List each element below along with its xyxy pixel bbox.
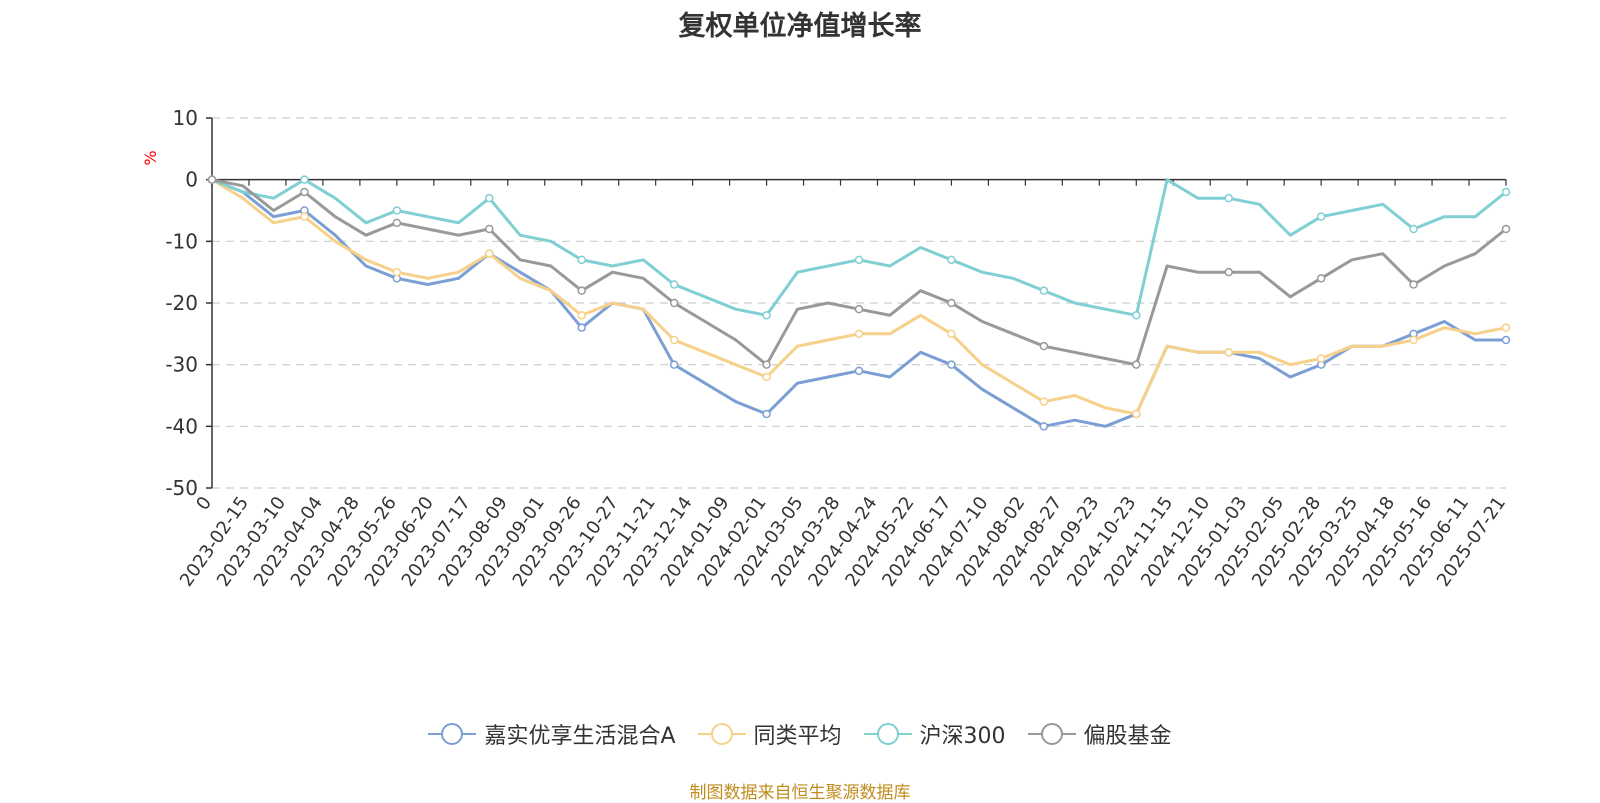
series-point: [577, 286, 586, 295]
legend: 嘉实优享生活混合A 同类平均 沪深300 偏股基金: [0, 718, 1600, 750]
legend-marker-icon: [697, 723, 746, 745]
y-axis-label: %: [141, 150, 160, 165]
series-point: [669, 360, 679, 369]
series-point: [300, 187, 309, 197]
series-point: [854, 329, 864, 339]
legend-label: 同类平均: [753, 724, 842, 749]
series-point: [392, 267, 402, 277]
series-point: [1039, 397, 1049, 406]
series-point: [1132, 409, 1141, 419]
series-point: [1224, 193, 1233, 203]
series-point: [1409, 335, 1418, 345]
x-tick-label: 0: [192, 493, 216, 514]
series-point: [392, 206, 402, 215]
y-tick-label: -40: [165, 414, 198, 438]
legend-label: 偏股基金: [1083, 724, 1172, 749]
series-point: [1409, 280, 1418, 289]
series-point: [762, 409, 771, 419]
series-point: [300, 212, 309, 221]
series-point: [947, 329, 956, 339]
series-point: [1409, 224, 1418, 234]
series-point: [1316, 354, 1326, 363]
legend-marker-icon: [863, 723, 912, 745]
series-point: [1039, 286, 1049, 295]
series-line: [211, 178, 1507, 317]
series-point: [485, 193, 494, 203]
series-point: [392, 218, 402, 228]
series-point: [1224, 267, 1233, 277]
series-point: [1316, 212, 1326, 221]
series-point: [485, 224, 494, 234]
y-tick-label: -10: [165, 229, 198, 253]
series-point: [947, 255, 956, 265]
legend-item[interactable]: 嘉实优享生活混合A: [428, 718, 676, 750]
series-point: [1039, 422, 1049, 431]
series-point: [947, 360, 956, 369]
y-tick-label: -30: [165, 353, 198, 377]
y-tick-label: -50: [165, 476, 198, 500]
series-point: [762, 360, 771, 369]
series-point: [762, 372, 771, 382]
series-point: [1501, 187, 1511, 197]
legend-item[interactable]: 沪深300: [863, 718, 1006, 750]
y-tick-label: -20: [165, 291, 198, 315]
series-point: [300, 175, 309, 184]
series-point: [1501, 224, 1511, 234]
legend-item[interactable]: 同类平均: [697, 718, 842, 750]
series-point: [207, 175, 217, 184]
series-point: [577, 255, 586, 265]
series-point: [1132, 311, 1141, 320]
series-point: [1224, 348, 1233, 357]
legend-marker-icon: [428, 723, 477, 745]
grid-lines: [212, 117, 1506, 489]
series-point: [669, 280, 679, 289]
series-lines: [207, 175, 1511, 431]
series-point: [485, 249, 494, 258]
series-point: [669, 335, 679, 345]
series-point: [1501, 323, 1511, 332]
legend-label: 嘉实优享生活混合A: [484, 724, 676, 749]
series-point: [854, 304, 864, 314]
series-point: [854, 255, 864, 265]
y-tick-label: 0: [185, 168, 198, 192]
series-point: [1501, 335, 1511, 345]
legend-label: 沪深300: [919, 724, 1006, 749]
legend-marker-icon: [1027, 723, 1076, 745]
series-point: [762, 311, 771, 320]
series-line: [211, 178, 1507, 416]
y-tick-label: 10: [173, 106, 198, 130]
series-point: [947, 298, 956, 308]
series-point: [669, 298, 679, 308]
legend-item[interactable]: 偏股基金: [1027, 718, 1172, 750]
series-point: [1316, 274, 1326, 283]
series-point: [577, 323, 586, 332]
series-point: [1039, 341, 1049, 351]
axes: 100-10-20-30-40-50%02023-02-152023-03-10…: [141, 106, 1510, 591]
series-point: [1132, 360, 1141, 369]
series-point: [577, 311, 586, 320]
source-note: 制图数据来自恒生聚源数据库: [689, 783, 911, 803]
series-point: [854, 366, 864, 376]
chart-title: 复权单位净值增长率: [678, 11, 922, 42]
